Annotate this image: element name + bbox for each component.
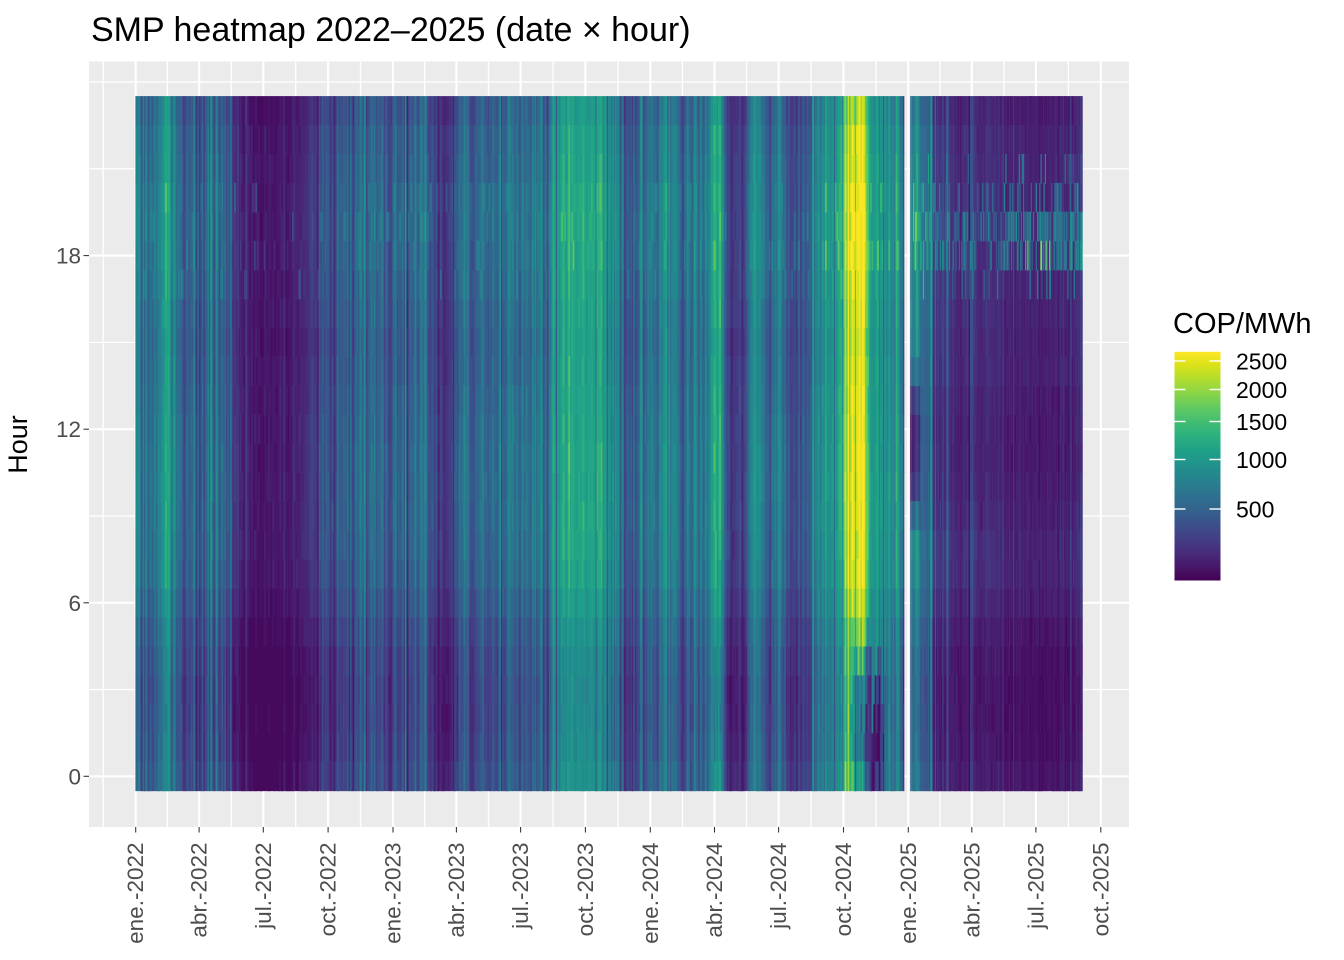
svg-text:ene.-2024: ene.-2024 [638,843,663,944]
svg-text:jul.-2022: jul.-2022 [251,843,276,930]
svg-text:ene.-2022: ene.-2022 [123,843,148,944]
svg-text:500: 500 [1236,497,1274,523]
svg-text:6: 6 [68,591,81,616]
svg-text:1000: 1000 [1236,447,1287,473]
svg-text:SMP heatmap 2022–2025 (date ×: SMP heatmap 2022–2025 (date × hour) [91,11,691,49]
svg-text:18: 18 [56,244,81,269]
svg-text:jul.-2023: jul.-2023 [508,843,533,930]
svg-text:abr.-2024: abr.-2024 [702,843,727,938]
svg-text:ene.-2023: ene.-2023 [381,843,406,944]
svg-text:0: 0 [68,764,81,789]
svg-text:Hour: Hour [3,415,33,474]
svg-text:abr.-2022: abr.-2022 [187,843,212,938]
svg-text:1500: 1500 [1236,409,1287,435]
svg-text:jul.-2025: jul.-2025 [1023,843,1048,930]
svg-text:oct.-2024: oct.-2024 [831,843,856,937]
svg-text:oct.-2022: oct.-2022 [316,843,341,937]
svg-text:12: 12 [56,417,81,442]
svg-text:jul.-2024: jul.-2024 [766,843,791,930]
svg-text:2000: 2000 [1236,377,1287,403]
svg-text:abr.-2025: abr.-2025 [959,843,984,938]
svg-text:abr.-2023: abr.-2023 [444,843,469,938]
svg-text:oct.-2023: oct.-2023 [573,843,598,937]
svg-text:2500: 2500 [1236,349,1287,375]
svg-text:oct.-2025: oct.-2025 [1088,843,1113,937]
svg-text:COP/MWh: COP/MWh [1173,308,1312,340]
svg-text:ene.-2025: ene.-2025 [896,843,921,944]
